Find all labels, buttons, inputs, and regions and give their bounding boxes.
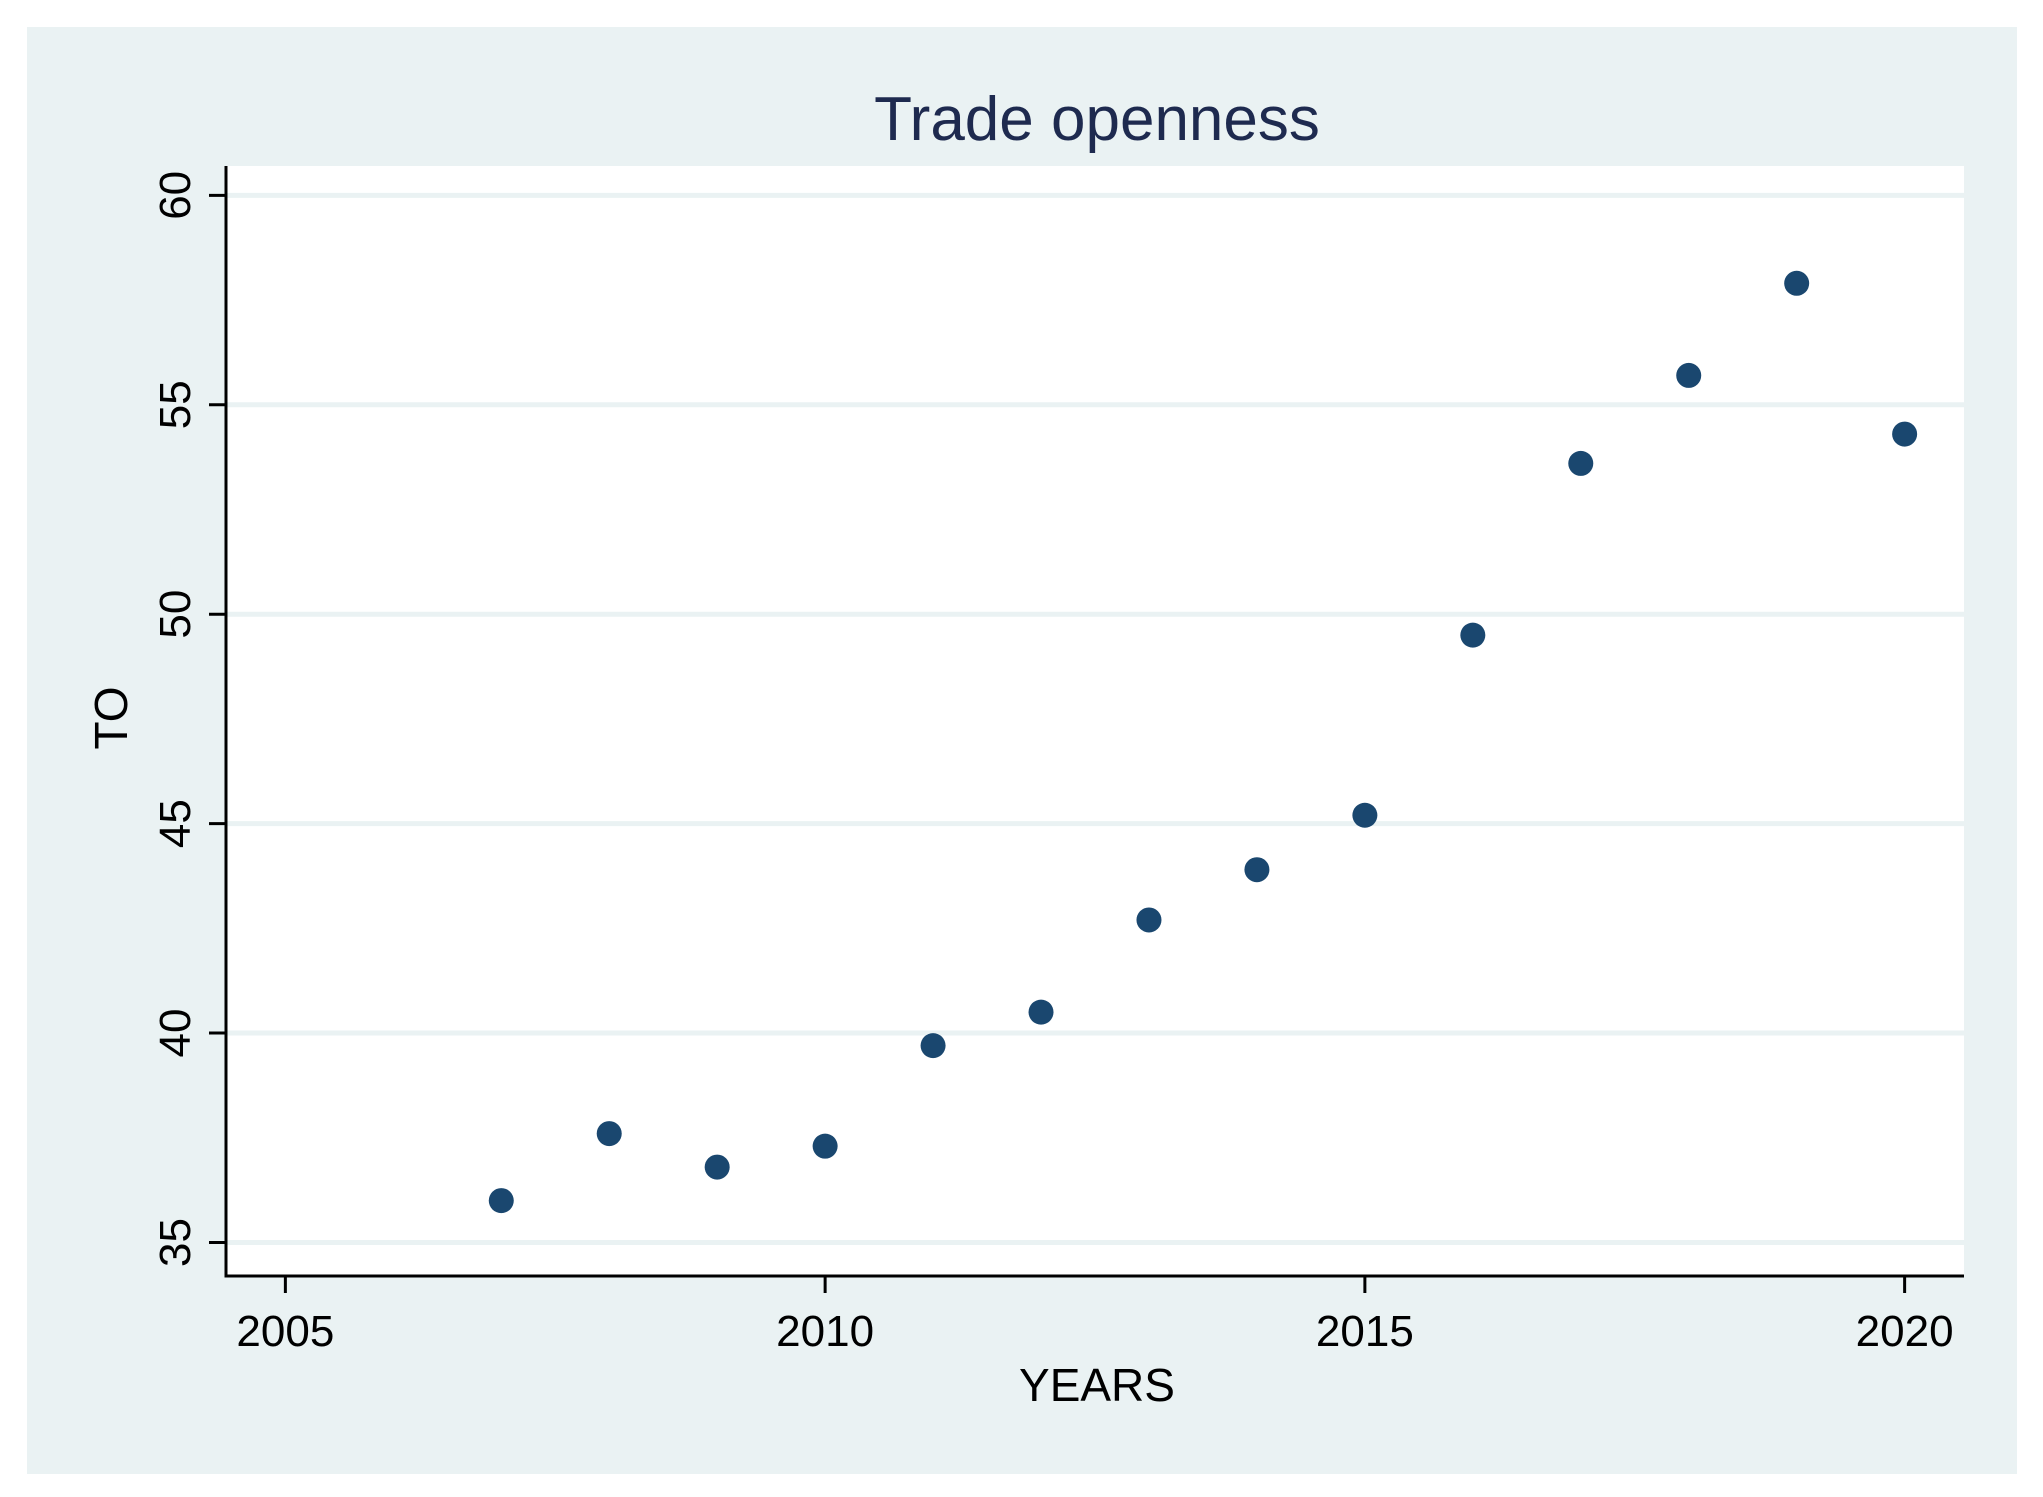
data-point xyxy=(596,1121,622,1147)
gridlines xyxy=(226,192,1964,1245)
data-point xyxy=(1460,622,1486,648)
y-axis-label: TO xyxy=(85,686,137,749)
data-point xyxy=(1136,907,1162,933)
data-point xyxy=(1028,999,1054,1025)
y-tick-label: 60 xyxy=(151,171,200,220)
data-point xyxy=(920,1033,946,1059)
x-tick-label: 2015 xyxy=(1316,1307,1414,1356)
data-point xyxy=(1352,802,1378,828)
x-axis-label: YEARS xyxy=(1019,1359,1175,1411)
y-tick-label: 40 xyxy=(151,1009,200,1058)
data-point xyxy=(488,1188,514,1214)
y-tick-label: 35 xyxy=(151,1218,200,1267)
y-tick-label: 45 xyxy=(151,799,200,848)
data-point xyxy=(1244,857,1270,883)
axes: 35 40 45 50 55 60 2005 2010 2015 2020 xyxy=(151,166,1964,1356)
data-point xyxy=(1784,270,1810,296)
y-tick-label: 55 xyxy=(151,380,200,429)
x-tick-label: 2005 xyxy=(236,1307,334,1356)
y-tick-label: 50 xyxy=(151,590,200,639)
data-point xyxy=(1892,421,1918,447)
x-tick-label: 2020 xyxy=(1856,1307,1954,1356)
plot-area xyxy=(226,166,1964,1276)
x-tick-label: 2010 xyxy=(776,1307,874,1356)
data-point xyxy=(1568,450,1594,476)
data-point xyxy=(704,1154,730,1180)
data-points xyxy=(488,270,1918,1214)
data-point xyxy=(812,1133,838,1159)
data-point xyxy=(1676,362,1702,388)
chart-title: Trade openness xyxy=(874,85,1320,154)
